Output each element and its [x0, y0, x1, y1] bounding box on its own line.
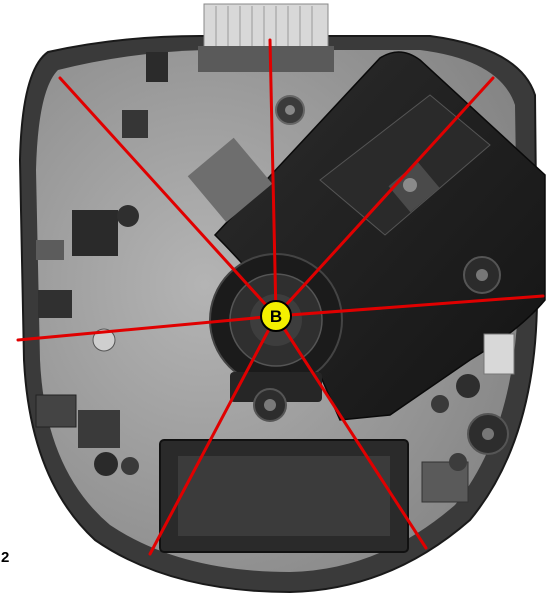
- reference-rays: [16, 38, 545, 556]
- ray-left: [16, 314, 278, 342]
- ray-right: [274, 294, 545, 318]
- ribbon-connector: [203, 3, 329, 49]
- main-ic-chip: [72, 210, 118, 256]
- center-marker-label: B: [270, 307, 282, 326]
- ray-bottom-left: [148, 314, 278, 556]
- ray-bottom-right: [274, 314, 428, 550]
- ray-top-left: [58, 76, 278, 318]
- ray-top: [268, 38, 278, 318]
- ray-top-right: [274, 76, 495, 318]
- figure-number: 2: [1, 549, 10, 566]
- center-marker: [260, 300, 292, 332]
